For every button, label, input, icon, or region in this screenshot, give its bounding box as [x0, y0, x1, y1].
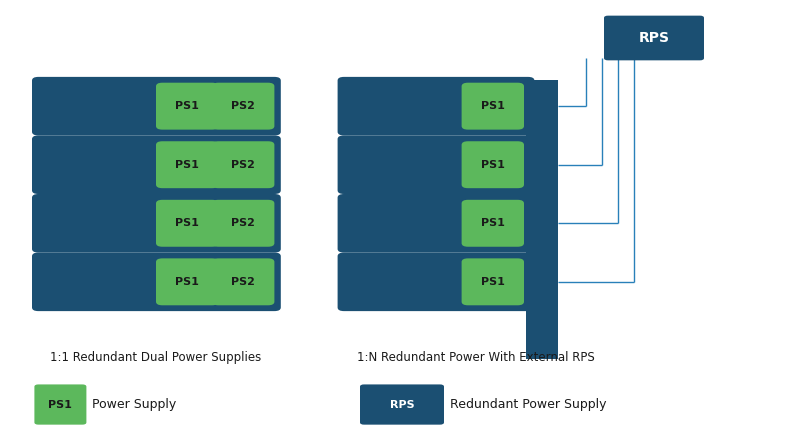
Text: PS1: PS1 [481, 218, 505, 228]
Text: RPS: RPS [390, 400, 414, 409]
FancyBboxPatch shape [156, 83, 218, 130]
Bar [526, 80, 558, 359]
FancyBboxPatch shape [338, 135, 534, 194]
Text: PS2: PS2 [231, 218, 255, 228]
FancyBboxPatch shape [212, 141, 274, 188]
FancyBboxPatch shape [32, 194, 281, 253]
FancyBboxPatch shape [604, 16, 704, 60]
FancyBboxPatch shape [338, 194, 534, 253]
FancyBboxPatch shape [212, 83, 274, 130]
Text: PS1: PS1 [175, 101, 199, 111]
Text: PS1: PS1 [481, 277, 505, 287]
FancyBboxPatch shape [32, 253, 281, 311]
FancyBboxPatch shape [462, 141, 524, 188]
FancyBboxPatch shape [34, 384, 86, 425]
FancyBboxPatch shape [156, 258, 218, 305]
FancyBboxPatch shape [32, 77, 281, 135]
FancyBboxPatch shape [156, 141, 218, 188]
Text: 1:N Redundant Power With External RPS: 1:N Redundant Power With External RPS [357, 351, 595, 364]
Text: PS1: PS1 [481, 101, 505, 111]
Text: PS2: PS2 [231, 277, 255, 287]
FancyBboxPatch shape [156, 200, 218, 247]
FancyBboxPatch shape [462, 83, 524, 130]
Text: 1:1 Redundant Dual Power Supplies: 1:1 Redundant Dual Power Supplies [50, 351, 262, 364]
Text: PS2: PS2 [231, 101, 255, 111]
Text: PS1: PS1 [175, 218, 199, 228]
Text: PS1: PS1 [481, 160, 505, 170]
FancyBboxPatch shape [32, 135, 281, 194]
FancyBboxPatch shape [338, 77, 534, 135]
FancyBboxPatch shape [462, 258, 524, 305]
Text: Power Supply: Power Supply [92, 398, 176, 411]
Text: PS1: PS1 [49, 400, 72, 409]
Text: PS1: PS1 [175, 160, 199, 170]
FancyBboxPatch shape [360, 384, 444, 425]
Text: RPS: RPS [638, 31, 670, 45]
FancyBboxPatch shape [212, 258, 274, 305]
Text: Redundant Power Supply: Redundant Power Supply [450, 398, 606, 411]
Text: PS2: PS2 [231, 160, 255, 170]
FancyBboxPatch shape [462, 200, 524, 247]
FancyBboxPatch shape [212, 200, 274, 247]
FancyBboxPatch shape [338, 253, 534, 311]
Text: PS1: PS1 [175, 277, 199, 287]
